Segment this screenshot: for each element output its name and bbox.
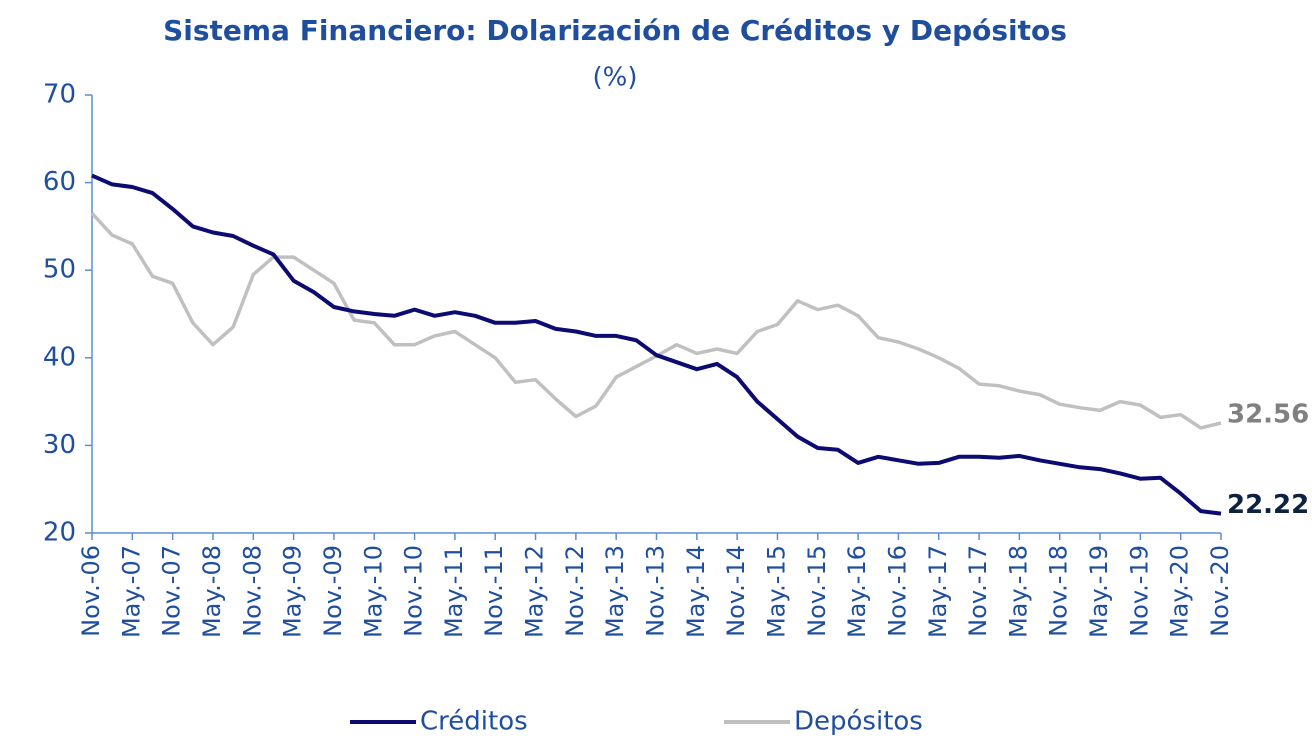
x-tick-label: Nov.-06 <box>77 545 105 637</box>
x-tick-label: Nov.-16 <box>883 545 911 637</box>
x-tick-label: May.-12 <box>521 545 549 638</box>
y-tick-label: 30 <box>43 430 76 460</box>
x-tick-label: May.-11 <box>440 545 468 638</box>
x-tick-label: Nov.-19 <box>1125 545 1153 637</box>
x-tick-label: May.-19 <box>1085 545 1113 638</box>
line-series <box>91 173 1222 516</box>
x-tick-label: Nov.-08 <box>238 545 266 637</box>
x-tick-label: Nov.-10 <box>400 545 428 637</box>
y-tick-label: 60 <box>43 167 76 197</box>
x-tick-label: May.-17 <box>924 545 952 638</box>
x-tick-label: Nov.-15 <box>803 545 831 637</box>
legend-label: Créditos <box>420 707 528 737</box>
x-tick-label: Nov.-18 <box>1045 545 1073 637</box>
end-label: 32.56 <box>1227 399 1309 429</box>
x-tick-label: May.-07 <box>117 545 145 638</box>
x-tick-label: Nov.-07 <box>158 545 186 637</box>
x-tick-label: May.-18 <box>1004 545 1032 638</box>
chart-title: Sistema Financiero: Dolarización de Créd… <box>163 14 1067 47</box>
x-tick-label: May.-14 <box>682 545 710 638</box>
x-tick-label: Nov.-11 <box>480 545 508 637</box>
line-series <box>90 212 1222 430</box>
x-tick-label: Nov.-17 <box>964 545 992 637</box>
end-label: 22.22 <box>1227 490 1309 520</box>
chart-subtitle: (%) <box>593 63 638 93</box>
legend-label: Depósitos <box>794 707 923 737</box>
x-tick-label: May.-08 <box>198 545 226 638</box>
y-tick-label: 70 <box>43 80 76 110</box>
y-tick-label: 20 <box>43 518 76 548</box>
x-tick-label: Nov.-20 <box>1206 545 1234 637</box>
x-tick-label: Nov.-12 <box>561 545 589 637</box>
x-tick-label: May.-10 <box>359 545 387 638</box>
x-tick-label: May.-13 <box>601 545 629 638</box>
x-tick-label: May.-15 <box>762 545 790 638</box>
y-tick-label: 50 <box>43 255 76 285</box>
x-tick-label: Nov.-14 <box>722 545 750 637</box>
x-tick-label: May.-16 <box>843 545 871 638</box>
y-tick-label: 40 <box>43 342 76 372</box>
x-tick-label: Nov.-09 <box>319 545 347 637</box>
x-tick-label: Nov.-13 <box>642 545 670 637</box>
x-tick-label: May.-20 <box>1166 545 1194 638</box>
x-tick-label: May.-09 <box>279 545 307 638</box>
